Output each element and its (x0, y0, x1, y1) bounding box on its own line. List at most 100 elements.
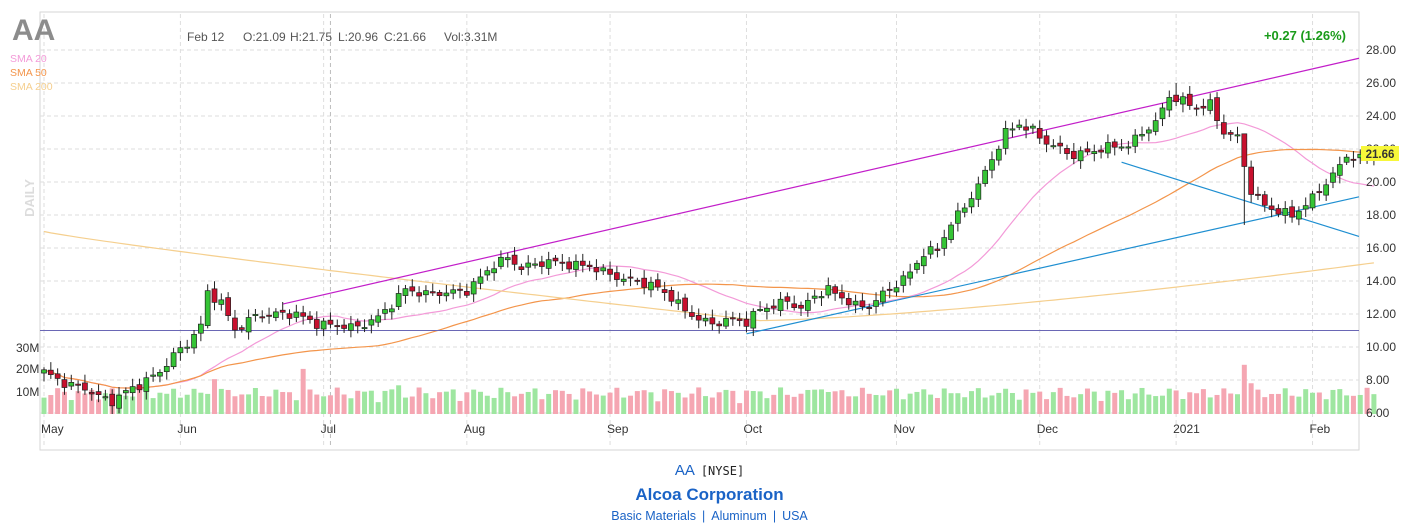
volume-bar (866, 393, 872, 414)
candle-body (266, 314, 272, 317)
candle-body (839, 292, 845, 299)
price-tick-label: 24.00 (1366, 109, 1396, 123)
candle-body (88, 391, 95, 395)
month-tick-label: Feb (1310, 422, 1331, 436)
volume-bar (102, 393, 108, 414)
volume-bar (948, 393, 954, 414)
volume-bar (491, 397, 497, 414)
candle-body (1234, 134, 1241, 137)
volume-bar (805, 389, 811, 414)
candle-body (218, 299, 225, 305)
volume-bar (587, 391, 593, 414)
volume-bar (48, 395, 54, 414)
candle-body (702, 317, 709, 322)
candle-body (941, 237, 948, 249)
volume-bar (1241, 364, 1247, 414)
candle-body (238, 327, 245, 330)
candle-body (634, 279, 641, 282)
volume-bar (1119, 390, 1125, 414)
candle-body (225, 297, 231, 316)
volume-bar (416, 387, 422, 414)
volume-bar (143, 390, 149, 414)
date-axis: May Jun Jul Aug Sep Oct Nov Dec 2021 Feb (41, 422, 1331, 436)
candle-body (532, 263, 538, 266)
volume-bar (1235, 394, 1240, 414)
volume-bar (723, 389, 729, 414)
volume-bar (1323, 399, 1329, 414)
candle-body (68, 382, 75, 387)
candle-body (1084, 148, 1091, 153)
month-tick-label: May (41, 422, 64, 436)
candle-body (627, 276, 634, 279)
volume-bar (252, 387, 258, 414)
volume-bar (396, 385, 402, 414)
candle-body (245, 317, 252, 333)
volume-bar (382, 390, 388, 414)
last-price-badge (1361, 146, 1399, 161)
candle-body (866, 307, 873, 309)
volume-bar (1248, 383, 1254, 414)
volume-bar (798, 393, 804, 414)
volume-bar (641, 390, 647, 414)
candle-body (1159, 107, 1166, 120)
volume-bar (505, 392, 511, 414)
candle-body (1227, 132, 1234, 135)
candle-body (682, 297, 688, 312)
volume-bar (580, 388, 586, 414)
price-tick-label: 6.00 (1366, 406, 1390, 420)
candle-body (1343, 156, 1350, 163)
candle-body (1105, 142, 1111, 154)
candle-body (511, 254, 518, 265)
candle-body (934, 248, 941, 251)
volume-bar (225, 389, 231, 414)
candle-body (150, 374, 156, 377)
volume-bar (1098, 400, 1104, 414)
candle-body (995, 148, 1002, 161)
candle-body (1098, 149, 1104, 153)
volume-bar (668, 391, 674, 414)
volume-bar (996, 392, 1002, 414)
company-name[interactable]: Alcoa Corporation (635, 485, 784, 504)
candle-body (552, 257, 559, 262)
volume-tick-label: 30M (16, 341, 39, 355)
country-link[interactable]: USA (782, 509, 808, 523)
volume-bar (1344, 395, 1350, 414)
industry-link[interactable]: Aluminum (711, 509, 767, 523)
volume-bar (553, 390, 558, 414)
volume-bar (1091, 391, 1097, 414)
volume-bar (1337, 389, 1343, 414)
candle-body (198, 323, 204, 334)
volume-tick-label: 10M (16, 385, 39, 399)
volume-bar (628, 395, 634, 414)
candle-body (1111, 141, 1118, 148)
candle-body (293, 311, 300, 318)
candle-body (1125, 146, 1132, 149)
volume-bar (150, 398, 156, 414)
candle-body (409, 286, 416, 292)
volume-bar (368, 390, 374, 414)
volume-bar (941, 388, 947, 414)
footer-symbol-link[interactable]: AA (674, 462, 695, 479)
volume-bar (1044, 399, 1050, 414)
candle-body (1057, 142, 1064, 147)
candle-body (709, 317, 716, 325)
volume-bar (539, 399, 545, 414)
candle-body (859, 300, 866, 307)
candle-body (368, 319, 375, 326)
volume-bar (130, 396, 136, 414)
candle-body (648, 281, 654, 291)
volume-bar (68, 400, 74, 414)
candle-body (116, 394, 122, 409)
candle-body (975, 183, 982, 200)
volume-bar (157, 392, 163, 414)
price-tick-label: 26.00 (1366, 76, 1396, 90)
legend-sma200: SMA 200 (10, 81, 53, 93)
candle-body (559, 261, 566, 264)
candle-body (388, 308, 395, 313)
volume-bar (662, 389, 668, 414)
candle-body (82, 382, 88, 391)
sector-link[interactable]: Basic Materials (611, 509, 696, 523)
candle-body (177, 347, 184, 354)
candle-body (1309, 193, 1316, 209)
legend-sma20: SMA 20 (10, 53, 47, 65)
